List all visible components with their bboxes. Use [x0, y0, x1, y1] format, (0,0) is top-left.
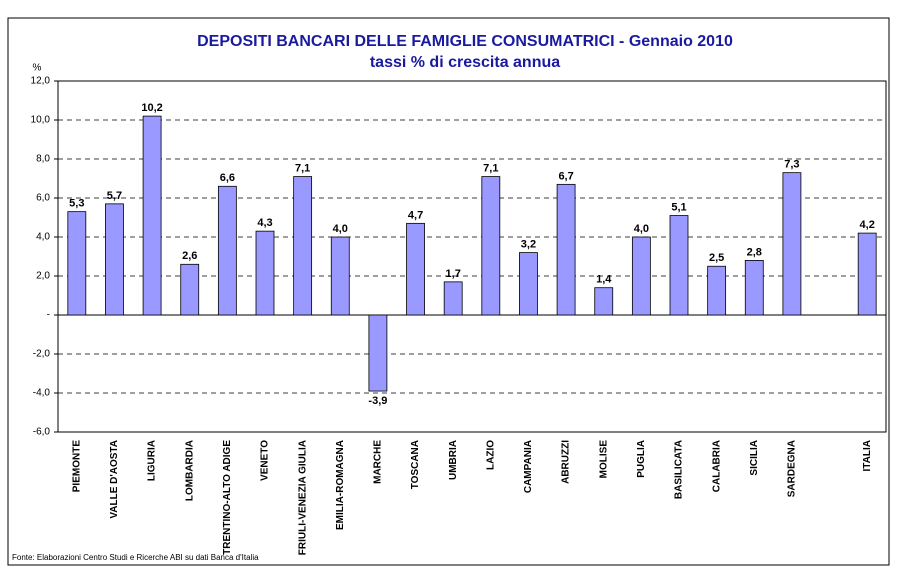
x-tick-label: CALABRIA — [711, 440, 722, 492]
bar — [669, 215, 689, 316]
bar — [255, 230, 275, 316]
bar — [180, 263, 200, 316]
value-label: 7,1 — [483, 162, 498, 174]
value-label: 2,5 — [709, 252, 724, 264]
bar — [631, 236, 651, 316]
x-tick-label: BASILICATA — [674, 440, 685, 499]
x-tick-label: LAZIO — [485, 440, 496, 470]
value-label: -3,9 — [368, 395, 387, 407]
x-tick-label: TOSCANA — [410, 440, 421, 489]
value-label: 7,3 — [784, 159, 799, 171]
value-label: 4,0 — [333, 223, 348, 235]
x-tick-label: MOLISE — [598, 440, 609, 479]
bar — [782, 172, 802, 316]
value-label: 1,7 — [446, 268, 461, 280]
bar — [368, 314, 388, 392]
x-tick-label: UMBRIA — [448, 440, 459, 480]
bar — [556, 183, 576, 316]
x-tick-label: VENETO — [260, 440, 271, 481]
bar — [594, 287, 614, 316]
value-label: 2,6 — [182, 250, 197, 262]
value-label: 5,1 — [671, 201, 686, 213]
value-label: 3,2 — [521, 239, 536, 251]
value-label: 4,2 — [860, 219, 875, 231]
value-label: 6,6 — [220, 172, 235, 184]
bar — [707, 265, 727, 316]
x-tick-label: SARDEGNA — [787, 440, 798, 497]
bar — [293, 176, 313, 316]
bar — [857, 232, 877, 316]
bar — [744, 259, 764, 316]
bar — [330, 236, 350, 316]
value-label: 4,7 — [408, 209, 423, 221]
chart-title: DEPOSITI BANCARI DELLE FAMIGLIE CONSUMAT… — [197, 33, 733, 50]
y-tick-label: 6,0 — [36, 193, 50, 204]
y-tick-label: 8,0 — [36, 154, 50, 165]
y-tick-label: -4,0 — [33, 388, 51, 399]
bar — [443, 281, 463, 316]
value-label: 1,4 — [596, 274, 612, 286]
y-tick-label: -6,0 — [33, 427, 51, 438]
x-tick-label: ITALIA — [862, 440, 873, 471]
bar — [217, 185, 237, 316]
y-tick-label: -2,0 — [33, 349, 51, 360]
value-label: 4,0 — [634, 223, 649, 235]
x-tick-label: LIGURIA — [147, 440, 158, 481]
bar — [406, 222, 425, 316]
bar — [142, 115, 162, 316]
y-tick-label: - — [47, 310, 50, 321]
y-axis-label: % — [33, 63, 42, 74]
value-label: 5,3 — [69, 198, 84, 210]
value-label: 7,1 — [295, 162, 310, 174]
x-tick-label: PIEMONTE — [71, 440, 82, 493]
value-label: 2,8 — [747, 246, 762, 258]
bar — [481, 176, 501, 316]
x-tick-label: SICILIA — [749, 440, 760, 476]
x-tick-label: TRENTINO-ALTO ADIGE — [222, 440, 233, 555]
y-tick-label: 12,0 — [31, 76, 51, 87]
value-label: 4,3 — [257, 217, 272, 229]
value-label: 5,7 — [107, 190, 122, 202]
bar — [105, 203, 124, 316]
y-tick-label: 4,0 — [36, 232, 50, 243]
x-tick-label: MARCHE — [373, 440, 384, 484]
x-tick-label: FRIULI-VENEZIA GIULIA — [297, 440, 308, 555]
value-label: 10,2 — [141, 102, 162, 114]
bar — [67, 211, 87, 316]
y-tick-label: 10,0 — [31, 115, 51, 126]
x-tick-label: VALLE D'AOSTA — [109, 440, 120, 519]
bar — [519, 252, 538, 316]
x-tick-label: EMILIA-ROMAGNA — [335, 440, 346, 530]
y-tick-label: 2,0 — [36, 271, 50, 282]
x-tick-label: LOMBARDIA — [184, 440, 195, 501]
x-tick-label: PUGLIA — [636, 440, 647, 478]
source-note: Fonte: Elaborazioni Centro Studi e Ricer… — [12, 553, 259, 562]
x-tick-label: CAMPANIA — [523, 440, 534, 493]
chart-subtitle: tassi % di crescita annua — [370, 54, 560, 71]
x-tick-label: ABRUZZI — [561, 440, 572, 484]
value-label: 6,7 — [558, 170, 573, 182]
